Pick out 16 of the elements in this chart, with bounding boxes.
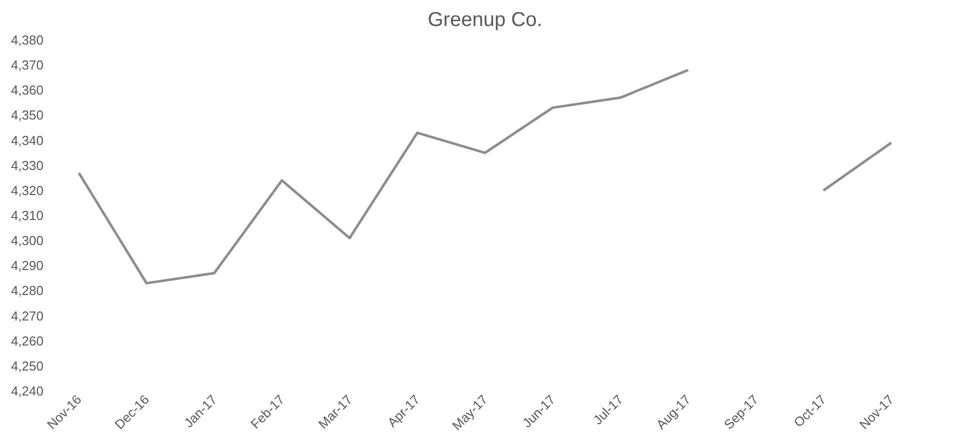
y-tick-label: 4,290 [10,258,44,274]
chart-title: Greenup Co. [428,9,542,31]
y-tick-label: 4,270 [10,308,44,324]
y-tick-label: 4,350 [10,108,44,123]
y-tick-label: 4,260 [10,333,44,348]
y-tick-label: 4,380 [10,32,44,48]
y-tick-label: 4,250 [10,358,44,374]
y-tick-label: 4,360 [10,82,44,98]
y-tick-label: 4,280 [10,283,44,298]
y-tick-label: 4,330 [10,158,44,173]
y-tick-label: 4,320 [10,182,44,198]
y-tick-label: 4,370 [10,58,44,73]
y-tick-label: 4,300 [10,233,44,248]
y-tick-label: 4,310 [10,208,44,223]
y-tick-label: 4,340 [10,132,44,148]
y-tick-label: 4,240 [10,384,44,398]
